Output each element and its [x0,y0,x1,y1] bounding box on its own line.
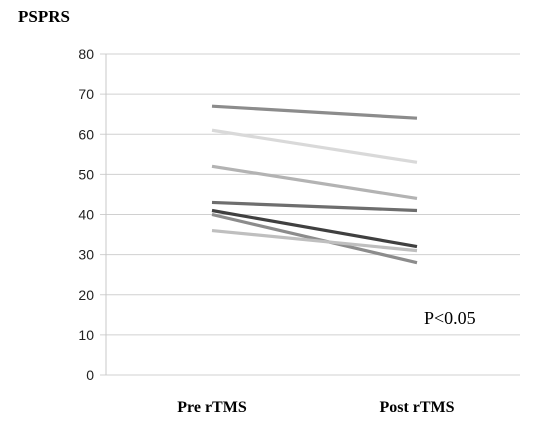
series-line-5 [211,208,418,249]
y-tick-label: 20 [78,287,94,303]
y-tick-label: 10 [78,327,94,343]
y-tick-label: 0 [86,367,94,383]
series-lines [211,104,418,265]
y-tick-label: 30 [78,247,94,263]
series-line-3 [211,164,418,201]
x-category-label: Post rTMS [379,399,454,416]
series-line-6 [211,212,418,265]
y-tick-labels: 0 10 20 30 40 50 60 70 80 [78,46,94,383]
y-tick-label: 70 [78,86,94,102]
y-tick-label: 50 [78,166,94,182]
y-tick-label: 40 [78,207,94,223]
y-tick-label: 60 [78,126,94,142]
series-line-7 [211,228,418,253]
y-axis-title: PSPRS [18,7,70,26]
series-line-1 [211,104,418,120]
gridlines [100,53,520,376]
series-line-2 [211,128,418,164]
series-line-4 [211,200,418,213]
p-value-annotation: P<0.05 [424,308,476,328]
x-category-labels: Pre rTMS Post rTMS [177,399,454,416]
y-tick-label: 80 [78,46,94,62]
x-category-label: Pre rTMS [177,399,247,416]
